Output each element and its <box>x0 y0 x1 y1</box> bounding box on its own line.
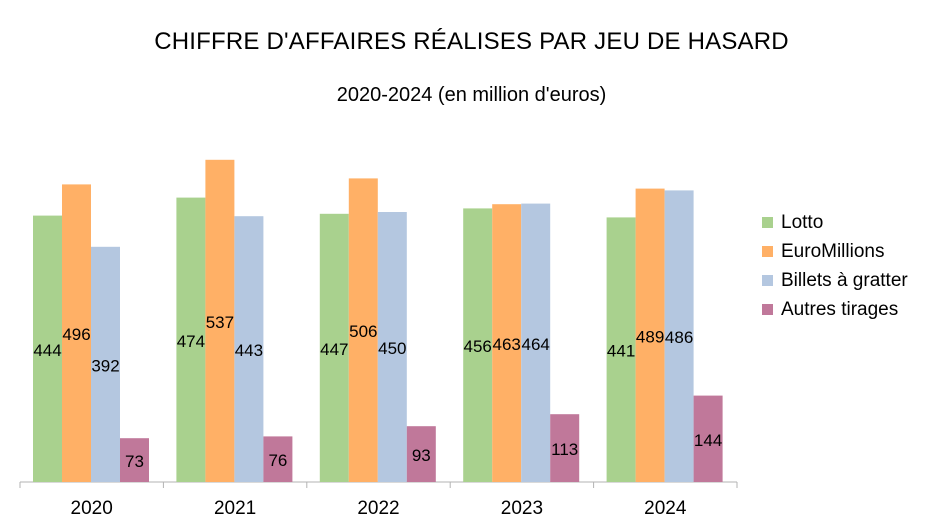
bar-euromillions-2022 <box>348 178 378 482</box>
bar-lotto-2024 <box>606 217 636 482</box>
legend-item-billets: Billets à gratter <box>762 266 908 295</box>
data-label: 496 <box>62 325 90 344</box>
x-tick-label: 2023 <box>501 498 543 519</box>
bar-autres-tirages-2022 <box>406 426 436 482</box>
data-label: 441 <box>607 342 635 361</box>
legend-swatch-euromillions <box>762 246 773 257</box>
data-label: 489 <box>636 327 664 346</box>
bar-billets-gratter-2022 <box>377 212 407 482</box>
bar-euromillions-2024 <box>635 188 665 482</box>
data-label: 443 <box>235 341 263 360</box>
data-label: 392 <box>91 356 119 375</box>
data-label: 456 <box>464 337 492 356</box>
bar-autres-tirages-2020 <box>120 438 149 482</box>
legend: Lotto EuroMillions Billets à gratter Aut… <box>762 208 908 324</box>
data-label: 447 <box>320 340 348 359</box>
bar-billets-gratter-2021 <box>234 216 264 482</box>
legend-label-euromillions: EuroMillions <box>781 240 885 262</box>
legend-swatch-lotto <box>762 217 773 228</box>
legend-label-autres: Autres tirages <box>781 298 899 320</box>
bar-euromillions-2023 <box>492 204 522 482</box>
bar-billets-gratter-2020 <box>91 246 120 482</box>
data-label: 93 <box>412 446 431 465</box>
data-label: 73 <box>125 452 144 471</box>
bar-lotto-2021 <box>176 197 206 482</box>
x-tick-label: 2020 <box>71 498 113 519</box>
legend-swatch-billets <box>762 275 773 286</box>
bar-euromillions-2021 <box>205 159 235 483</box>
bar-lotto-2023 <box>463 208 493 482</box>
data-label: 486 <box>665 328 693 347</box>
bar-autres-tirages-2023 <box>550 414 580 482</box>
data-label: 537 <box>206 313 234 332</box>
bar-lotto-2020 <box>33 215 62 482</box>
data-label: 474 <box>177 332 205 351</box>
data-label: 113 <box>551 440 578 459</box>
x-tick-label: 2022 <box>357 498 399 519</box>
bar-autres-tirages-2024 <box>693 395 723 482</box>
x-tick-label: 2024 <box>644 498 687 519</box>
chart-title: CHIFFRE D'AFFAIRES RÉALISES PAR JEU DE H… <box>154 28 789 55</box>
bar-billets-gratter-2023 <box>521 203 551 482</box>
data-label: 506 <box>349 322 377 341</box>
data-label: 450 <box>378 339 406 358</box>
x-tick-label: 2021 <box>214 498 256 519</box>
data-label: 464 <box>522 335 550 354</box>
bar-autres-tirages-2021 <box>263 436 293 482</box>
chart-subtitle: 2020-2024 (en million d'euros) <box>336 84 607 106</box>
bar-euromillions-2020 <box>62 184 91 482</box>
data-label: 76 <box>268 451 287 470</box>
legend-item-euromillions: EuroMillions <box>762 237 908 266</box>
data-label: 144 <box>694 431 722 450</box>
legend-swatch-autres <box>762 304 773 315</box>
legend-item-autres: Autres tirages <box>762 295 908 324</box>
legend-item-lotto: Lotto <box>762 208 908 237</box>
legend-label-lotto: Lotto <box>781 211 824 233</box>
bar-lotto-2022 <box>319 213 349 483</box>
bar-billets-gratter-2024 <box>664 190 694 482</box>
legend-label-billets: Billets à gratter <box>781 269 908 291</box>
data-label: 444 <box>33 341 61 360</box>
data-label: 463 <box>493 335 521 354</box>
